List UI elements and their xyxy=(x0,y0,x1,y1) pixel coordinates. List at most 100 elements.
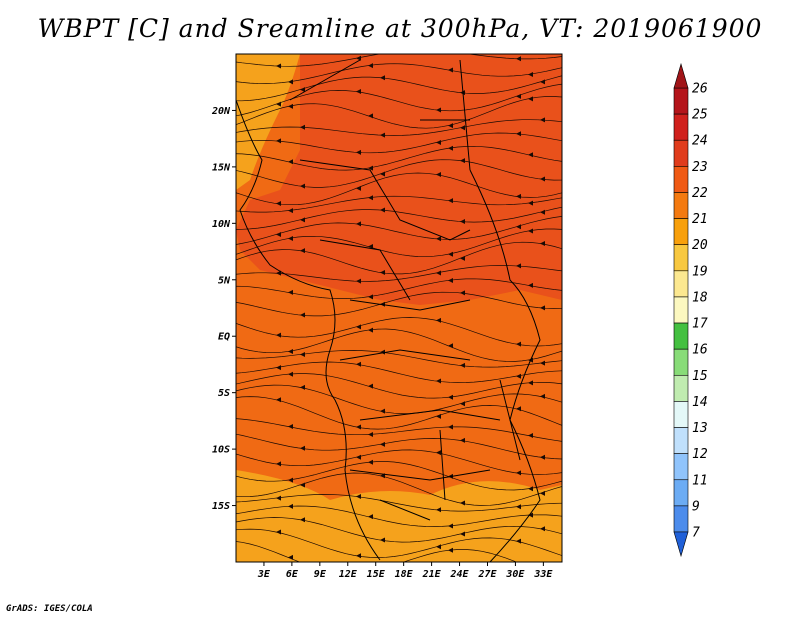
colorbar-swatch xyxy=(673,401,689,428)
streamline-arrow xyxy=(288,208,293,214)
streamline xyxy=(236,528,562,558)
streamline xyxy=(236,172,562,206)
streamline xyxy=(236,228,562,258)
wbpt-cool-region-south xyxy=(236,470,562,562)
streamline-arrow xyxy=(300,87,305,93)
streamline-arrow xyxy=(356,149,361,155)
streamline xyxy=(236,433,562,460)
streamline-arrow xyxy=(276,332,281,338)
streamline xyxy=(236,63,562,84)
streamline-arrow xyxy=(300,517,305,523)
streamline-arrow xyxy=(368,383,373,389)
streamline-arrow xyxy=(300,351,305,357)
streamline-arrow xyxy=(276,529,281,535)
colorbar-level-label: 16 xyxy=(692,343,708,358)
streamline-arrow xyxy=(380,408,385,414)
colorbar-swatch xyxy=(673,427,689,454)
streamline-arrow xyxy=(436,140,441,146)
colorbar-level-label: 22 xyxy=(692,186,708,201)
streamline-arrow xyxy=(516,341,521,347)
streamline-arrow xyxy=(540,454,545,460)
streamline xyxy=(236,195,562,213)
streamline-arrow xyxy=(288,103,293,109)
streamline-arrow xyxy=(540,360,545,366)
streamline-arrow xyxy=(540,490,545,496)
streamline-arrow xyxy=(540,526,545,532)
streamline-arrow xyxy=(460,290,465,296)
lat-tick-label: 5S xyxy=(218,388,230,399)
lat-tick-label: 10S xyxy=(212,445,230,456)
streamline-arrow xyxy=(460,500,465,506)
colorbar-level-label: 23 xyxy=(692,160,708,175)
streamline-arrow xyxy=(288,477,293,483)
streamline-arrow xyxy=(288,424,293,430)
streamline-arrow xyxy=(380,171,385,177)
streamline-arrow xyxy=(300,217,305,223)
streamline-arrow xyxy=(288,79,293,85)
streamline-arrow xyxy=(460,218,465,224)
streamline xyxy=(236,119,562,136)
streamline-arrow xyxy=(288,371,293,377)
streamline xyxy=(236,83,562,117)
lat-tick-label: 20N xyxy=(211,106,231,117)
streamline-arrow xyxy=(276,495,281,501)
streamline-arrow xyxy=(528,282,533,288)
streamline-arrow xyxy=(460,437,465,443)
streamline xyxy=(236,517,562,543)
streamline-arrow xyxy=(380,270,385,276)
colorbar-swatch xyxy=(673,453,689,481)
colorbar-swatch xyxy=(673,374,689,402)
streamline-arrow xyxy=(436,317,441,323)
streamline-arrow xyxy=(516,263,521,269)
colorbar-level-label: 26 xyxy=(692,82,708,97)
lat-tick-label: 5N xyxy=(218,275,231,286)
streamline-arrow xyxy=(516,373,521,379)
colorbar-bottom-arrow xyxy=(673,531,689,558)
streamline-arrow xyxy=(380,441,385,447)
streamline xyxy=(236,541,518,562)
streamline-arrow xyxy=(448,277,453,283)
streamline xyxy=(236,216,562,245)
streamline xyxy=(236,505,562,527)
streamline-arrow xyxy=(300,183,305,189)
streamline-arrow xyxy=(288,348,293,354)
streamline-arrow xyxy=(356,493,361,499)
streamline xyxy=(236,373,562,399)
streamline-arrow xyxy=(356,278,361,284)
streamline-arrow xyxy=(540,393,545,399)
streamline-arrow xyxy=(460,125,465,131)
streamline xyxy=(236,472,562,506)
lon-tick-label: 3E xyxy=(257,569,271,580)
streamline-arrow xyxy=(356,185,361,191)
streamline-arrow xyxy=(516,193,521,199)
lon-tick-label: 18E xyxy=(395,569,414,580)
colorbar-level-label: 24 xyxy=(692,134,708,149)
streamline-arrow xyxy=(436,450,441,456)
colorbar-level-label: 11 xyxy=(692,473,708,488)
streamline-arrow xyxy=(356,324,361,330)
streamline-arrow xyxy=(448,67,453,73)
streamline-arrow xyxy=(288,503,293,509)
streamline-arrow xyxy=(356,55,361,61)
colorbar-level-label: 12 xyxy=(692,447,708,462)
streamline-arrow xyxy=(368,165,373,171)
streamline-arrow xyxy=(276,138,281,144)
streamline-arrow xyxy=(300,248,305,254)
streamline xyxy=(236,132,562,154)
wbpt-warm-region xyxy=(236,54,562,305)
streamline xyxy=(236,317,562,347)
streamline xyxy=(236,384,562,414)
colorbar-level-label: 21 xyxy=(692,212,708,227)
streamline-arrow xyxy=(516,224,521,230)
streamline xyxy=(236,75,562,102)
lon-tick-label: 30E xyxy=(505,569,525,580)
streamline-arrow xyxy=(516,470,521,476)
colorbar-swatch xyxy=(673,192,689,219)
streamline-arrow xyxy=(516,406,521,412)
colorbar-top-arrow xyxy=(673,62,689,89)
colorbar-swatch xyxy=(673,87,689,115)
streamline xyxy=(236,361,562,383)
streamline-arrow xyxy=(448,394,453,400)
streamline-arrow xyxy=(356,424,361,430)
colorbar-swatch xyxy=(673,166,689,193)
